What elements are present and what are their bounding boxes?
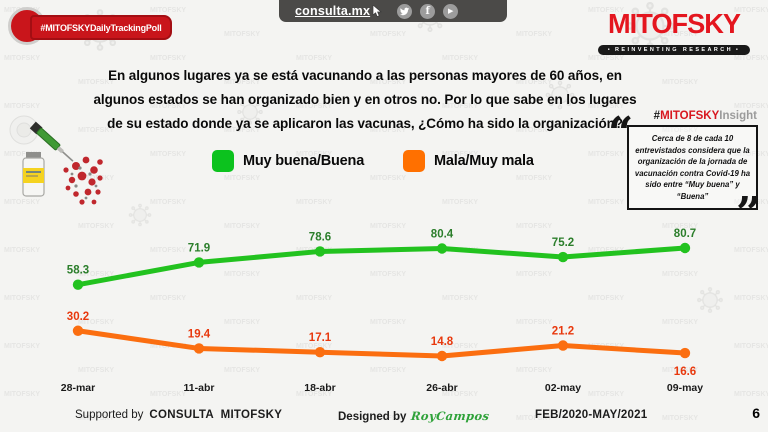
x-axis-label: 18-abr [304, 382, 336, 394]
insight-brand: MITOFSKY [660, 110, 720, 122]
mitofsky-logo: MITOFSKY REINVENTING RESEARCH [594, 10, 754, 56]
supported-by: Supported by CONSULTA MITOFSKY [75, 409, 282, 421]
footer: Supported by CONSULTA MITOFSKY Designed b… [0, 405, 768, 427]
x-axis-label: 11-abr [184, 382, 215, 394]
legend-item-bad: Mala/Muy mala [403, 150, 534, 172]
line-chart: 58.3 71.9 78.6 80.4 75.2 80.7 30.2 19.4 17.1 14.8… [61, 228, 703, 394]
data-point [72, 279, 84, 290]
designer-signature: RoyCampos [410, 409, 491, 423]
logo-title: MITOFSKY [607, 8, 741, 39]
designed-by: Designed by RoyCampos [338, 409, 491, 423]
twitter-icon[interactable] [397, 3, 413, 19]
data-label: 21.2 [552, 326, 574, 338]
data-label: 71.9 [188, 242, 210, 254]
legend-label-bad: Mala/Muy mala [434, 153, 534, 169]
data-label: 17.1 [309, 332, 332, 344]
data-label: 14.8 [431, 336, 454, 348]
data-point [557, 251, 569, 263]
social-icons: f ▶ [397, 3, 459, 19]
data-label: 58.3 [67, 265, 89, 277]
data-label: 19.4 [188, 328, 211, 340]
open-quote-icon: “ [608, 108, 634, 159]
legend-item-good: Muy buena/Buena [212, 150, 364, 172]
data-label: 16.6 [674, 366, 696, 378]
data-point [72, 325, 84, 336]
survey-question: En algunos lugares ya se está vacunando … [93, 68, 637, 131]
insight-heading: #MITOFSKYInsight [654, 110, 757, 122]
data-label: 78.6 [309, 231, 331, 243]
data-point [436, 350, 448, 362]
supporter-brands: CONSULTA MITOFSKY [149, 409, 283, 421]
x-axis-label: 26-abr [426, 382, 458, 394]
data-label: 80.7 [674, 228, 696, 240]
series-line-1 [75, 328, 688, 359]
page-number: 6 [752, 405, 760, 421]
x-axis-label: 02-may [545, 382, 581, 394]
data-point [193, 257, 205, 268]
mouse-cursor-icon [372, 4, 383, 23]
data-point [679, 242, 691, 254]
close-quote-icon: ” [736, 188, 762, 239]
data-point [557, 340, 569, 351]
data-point [314, 246, 326, 257]
legend-swatch-bad [403, 150, 425, 172]
youtube-icon[interactable]: ▶ [443, 3, 459, 19]
top-bar: consulta.mx f ▶ [279, 0, 507, 22]
insight-hash: # [653, 110, 661, 122]
facebook-icon[interactable]: f [420, 3, 436, 19]
data-label: 75.2 [552, 237, 574, 249]
legend-label-good: Muy buena/Buena [243, 153, 365, 169]
x-axis-label: 09-may [667, 382, 703, 394]
insight-box: Cerca de 8 de cada 10 entrevistados cons… [627, 125, 758, 210]
data-label: 80.4 [431, 228, 454, 240]
survey-period: FEB/2020-MAY/2021 [535, 409, 648, 421]
supported-label: Supported by [75, 409, 144, 421]
insight-word: Insight [719, 110, 757, 122]
legend-swatch-good [212, 150, 234, 172]
data-point [679, 347, 691, 359]
badge-label: #MITOFSKYDailyTrackingPoll [40, 22, 162, 33]
daily-tracking-poll-badge: #MITOFSKYDailyTrackingPoll [6, 6, 176, 48]
designed-label: Designed by [338, 411, 407, 423]
insight-quote-text: Cerca de 8 de cada 10 entrevistados cons… [634, 134, 751, 201]
vaccine-illustration [9, 115, 103, 205]
series-line-0 [75, 245, 688, 288]
data-point [193, 343, 205, 354]
data-label: 30.2 [67, 311, 89, 323]
logo-tagline: REINVENTING RESEARCH [597, 45, 751, 55]
x-axis-label: 28-mar [61, 382, 95, 394]
data-point [436, 243, 448, 254]
data-point [314, 347, 326, 358]
site-link[interactable]: consulta.mx [295, 4, 371, 18]
